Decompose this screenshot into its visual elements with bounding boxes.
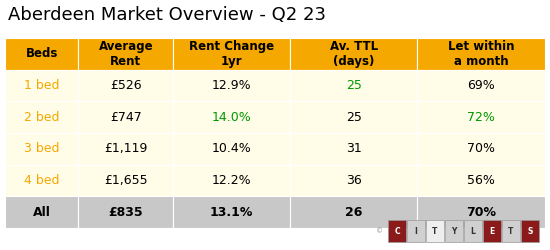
Text: £835: £835 [108,206,143,219]
Bar [417,165,545,196]
Bar [290,165,417,196]
Text: C: C [394,226,400,235]
Bar [521,220,539,242]
Text: Let within
a month: Let within a month [448,40,514,68]
Bar [173,70,290,101]
Text: Y: Y [452,226,456,235]
Text: S: S [527,226,533,235]
Bar [417,70,545,101]
Bar [290,70,417,101]
Text: T: T [432,226,438,235]
Bar [290,38,417,70]
Bar [290,196,417,228]
Text: 70%: 70% [466,206,496,219]
Bar [78,165,173,196]
Bar [445,220,463,242]
Bar [464,220,482,242]
Text: 25: 25 [346,79,362,92]
Text: £1,655: £1,655 [104,174,147,187]
Bar [417,133,545,165]
Text: 2 bed: 2 bed [24,111,59,124]
Bar [483,220,501,242]
Bar [426,220,444,242]
Text: 3 bed: 3 bed [24,142,59,155]
Text: £1,119: £1,119 [104,142,147,155]
Text: Average
Rent: Average Rent [98,40,153,68]
Bar [78,196,173,228]
Bar [290,133,417,165]
Bar [78,101,173,133]
Text: 36: 36 [346,174,361,187]
Text: £526: £526 [110,79,141,92]
Bar [417,101,545,133]
Bar [5,101,78,133]
Bar [78,38,173,70]
Bar [78,70,173,101]
Text: Rent Change
1yr: Rent Change 1yr [189,40,274,68]
Text: 12.2%: 12.2% [212,174,251,187]
Bar [173,196,290,228]
Text: 25: 25 [346,111,362,124]
Text: 1 bed: 1 bed [24,79,59,92]
Bar [173,165,290,196]
Text: 14.0%: 14.0% [212,111,251,124]
Bar [417,38,545,70]
Text: Aberdeen Market Overview - Q2 23: Aberdeen Market Overview - Q2 23 [8,6,326,24]
Bar [173,133,290,165]
Bar [407,220,425,242]
Text: Av. TTL
(days): Av. TTL (days) [329,40,378,68]
Text: T: T [508,226,514,235]
Bar [5,165,78,196]
Bar [290,101,417,133]
Text: ©: © [376,228,383,234]
Text: 69%: 69% [468,79,495,92]
Bar [5,196,78,228]
Text: 13.1%: 13.1% [210,206,253,219]
Text: 26: 26 [345,206,362,219]
Bar [417,196,545,228]
Text: I: I [415,226,417,235]
Bar [173,38,290,70]
Bar [5,133,78,165]
Bar [388,220,406,242]
Text: E: E [490,226,494,235]
Text: 56%: 56% [468,174,495,187]
Text: 31: 31 [346,142,361,155]
Text: 4 bed: 4 bed [24,174,59,187]
Text: L: L [471,226,475,235]
Bar [78,133,173,165]
Text: All: All [32,206,51,219]
Text: Beds: Beds [25,47,58,60]
Text: 12.9%: 12.9% [212,79,251,92]
Bar [5,38,78,70]
Text: £747: £747 [110,111,142,124]
Bar [502,220,520,242]
Text: 10.4%: 10.4% [212,142,251,155]
Bar [5,70,78,101]
Text: 72%: 72% [468,111,495,124]
Text: 70%: 70% [468,142,495,155]
Bar [173,101,290,133]
